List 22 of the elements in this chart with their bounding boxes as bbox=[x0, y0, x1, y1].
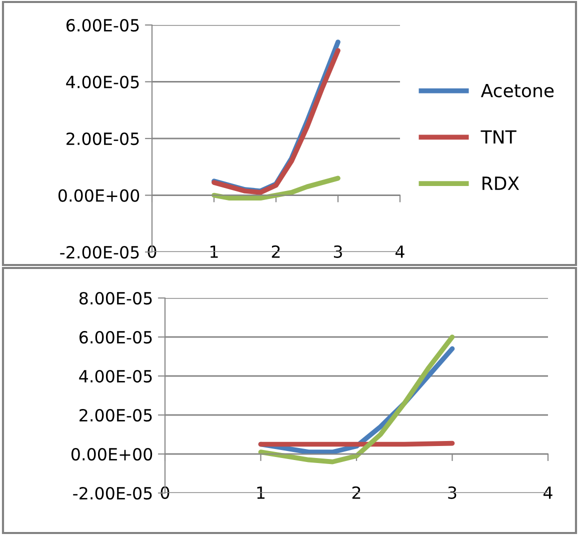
y-tick-label: 6.00E-05 bbox=[79, 330, 152, 344]
x-tick-label: 2 bbox=[272, 245, 280, 258]
x-tick-label: 4 bbox=[396, 246, 404, 258]
y-tick-label: 8.00E-05 bbox=[79, 292, 152, 305]
x-tick-label: 2 bbox=[352, 486, 360, 499]
y-tick-label: 4.00E-05 bbox=[79, 370, 152, 383]
y-tick-label: 4.00E-05 bbox=[66, 76, 139, 88]
x-tick-label: 1 bbox=[210, 246, 218, 258]
y-tick-label: 2.00E-05 bbox=[80, 408, 152, 422]
x-tick-label: 1 bbox=[257, 486, 265, 499]
line-series bbox=[258, 334, 455, 464]
y-tick-label: 6.00E-05 bbox=[66, 18, 139, 32]
line-series bbox=[212, 176, 340, 201]
legend-label: Acetone bbox=[480, 84, 554, 98]
y-tick-label: -2.00E-05 bbox=[60, 246, 139, 259]
legend-label: TNT bbox=[480, 130, 516, 144]
y-tick-label: 2.00E-05 bbox=[66, 132, 139, 146]
y-tick-label: 0.00E+00 bbox=[58, 189, 140, 202]
x-tick-label: 4 bbox=[544, 486, 552, 499]
y-tick-label: -2.00E-05 bbox=[73, 486, 152, 500]
legend-label: RDX bbox=[482, 176, 520, 190]
y-tick-label: 0.00E+00 bbox=[71, 448, 152, 461]
